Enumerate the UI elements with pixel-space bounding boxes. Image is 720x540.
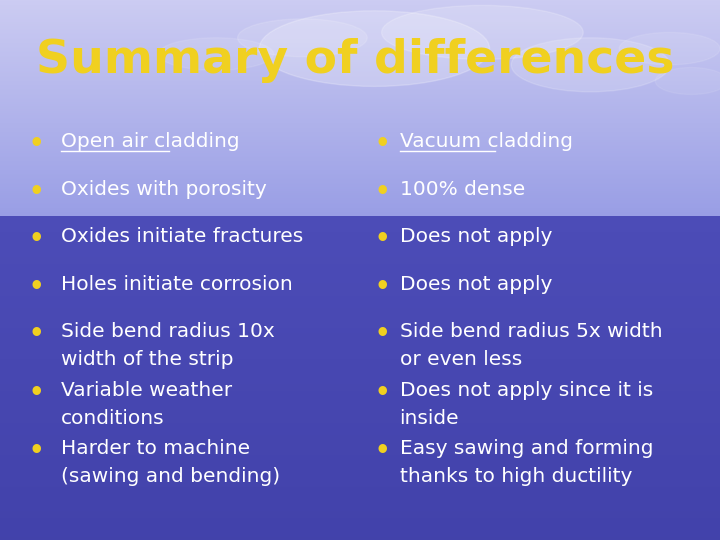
Text: Side bend radius 5x width: Side bend radius 5x width [400, 322, 662, 341]
Text: •: • [374, 275, 390, 299]
Ellipse shape [238, 19, 367, 57]
Text: inside: inside [400, 409, 459, 428]
Text: •: • [374, 132, 390, 156]
Text: •: • [29, 275, 45, 299]
Text: •: • [29, 132, 45, 156]
Text: Side bend radius 10x: Side bend radius 10x [61, 322, 275, 341]
Text: Easy sawing and forming: Easy sawing and forming [400, 439, 653, 458]
Text: Harder to machine: Harder to machine [61, 439, 251, 458]
Text: •: • [29, 180, 45, 204]
Text: width of the strip: width of the strip [61, 350, 234, 369]
Ellipse shape [382, 5, 583, 59]
Text: •: • [29, 381, 45, 404]
Text: (sawing and bending): (sawing and bending) [61, 467, 280, 486]
Text: or even less: or even less [400, 350, 522, 369]
Text: •: • [29, 227, 45, 251]
Ellipse shape [655, 68, 720, 94]
Text: •: • [374, 180, 390, 204]
Text: •: • [374, 381, 390, 404]
Text: conditions: conditions [61, 409, 165, 428]
Text: Does not apply since it is: Does not apply since it is [400, 381, 653, 400]
Text: Does not apply: Does not apply [400, 275, 552, 294]
Ellipse shape [158, 38, 274, 70]
Text: Variable weather: Variable weather [61, 381, 233, 400]
Ellipse shape [619, 32, 720, 65]
Text: Summary of differences: Summary of differences [36, 38, 675, 83]
Text: Oxides initiate fractures: Oxides initiate fractures [61, 227, 303, 246]
Text: thanks to high ductility: thanks to high ductility [400, 467, 632, 486]
Text: Open air cladding: Open air cladding [61, 132, 240, 151]
Text: Vacuum cladding: Vacuum cladding [400, 132, 572, 151]
Text: Holes initiate corrosion: Holes initiate corrosion [61, 275, 293, 294]
Text: Oxides with porosity: Oxides with porosity [61, 180, 267, 199]
Text: 100% dense: 100% dense [400, 180, 525, 199]
Text: •: • [29, 439, 45, 463]
Text: •: • [29, 322, 45, 346]
Text: Does not apply: Does not apply [400, 227, 552, 246]
Text: •: • [374, 227, 390, 251]
Ellipse shape [511, 38, 670, 92]
Text: •: • [374, 439, 390, 463]
Text: •: • [374, 322, 390, 346]
Ellipse shape [259, 11, 490, 86]
